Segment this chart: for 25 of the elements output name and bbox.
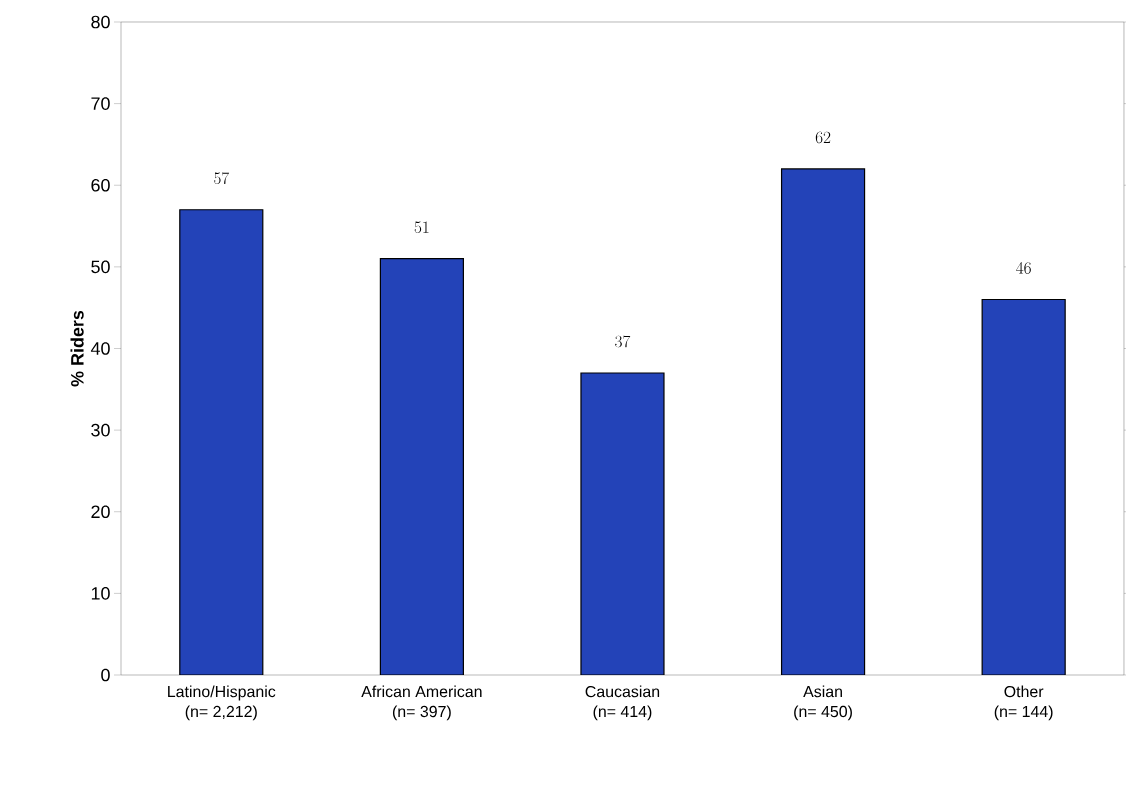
x-tick-label: Asian (n= 450) — [794, 685, 852, 721]
bar — [379, 258, 464, 675]
y-tick-label: 40 — [90, 342, 110, 355]
y-tick-label: 0 — [101, 668, 110, 682]
y-tick-label: 20 — [91, 505, 110, 519]
data-label: 37 — [615, 335, 631, 348]
bar — [981, 298, 1066, 675]
data-label: 62 — [815, 131, 831, 144]
x-tick-label: African American (n= 397) — [361, 685, 482, 721]
bar — [580, 372, 665, 675]
x-tick-label: Latino/Hispanic (n= 2,212) — [168, 685, 276, 721]
x-tick-label: Other (n= 144) — [994, 685, 1053, 721]
x-tick-label: Caucasian (n= 414) — [585, 685, 660, 721]
data-label: 46 — [1016, 262, 1031, 274]
y-tick-label: 70 — [91, 97, 110, 110]
y-tick-label: 30 — [91, 423, 110, 437]
data-label: 57 — [214, 172, 230, 185]
y-tick-label: 80 — [91, 15, 110, 29]
bar — [780, 168, 866, 675]
y-tick-label: 50 — [91, 260, 110, 274]
y-tick-label: 10 — [91, 587, 110, 600]
bar — [179, 209, 264, 675]
y-axis-title: % Riders — [70, 310, 84, 387]
data-label: 51 — [414, 221, 429, 234]
y-tick-label: 60 — [91, 178, 110, 192]
